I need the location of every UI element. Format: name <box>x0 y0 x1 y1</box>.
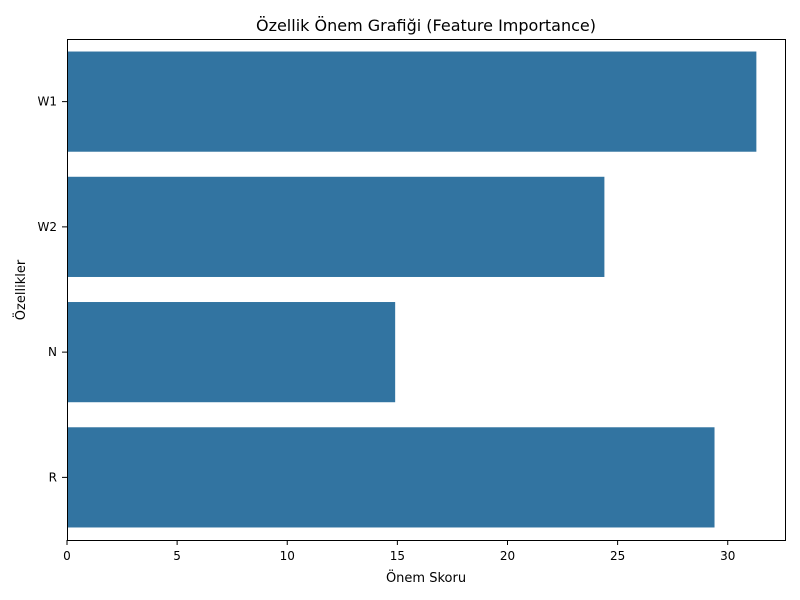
y-tick-label: W1 <box>38 95 58 109</box>
y-tick-label: R <box>49 470 57 484</box>
x-axis-ticks: 0 5 10 15 20 25 30 <box>63 540 735 563</box>
x-tick-label: 5 <box>173 549 181 563</box>
bar-w2 <box>67 176 605 277</box>
plot-frame <box>67 39 786 541</box>
bars-group <box>67 51 757 528</box>
y-tick-label: N <box>48 345 57 359</box>
y-axis-label: Özellikler <box>12 259 29 320</box>
bar-w1 <box>67 51 757 152</box>
x-tick-label: 15 <box>390 549 405 563</box>
chart-title: Özellik Önem Grafiği (Feature Importance… <box>256 16 596 35</box>
y-tick-label: W2 <box>38 220 58 234</box>
x-tick-label: 20 <box>500 549 515 563</box>
x-axis-label: Önem Skoru <box>386 569 466 586</box>
bar-r <box>67 427 715 528</box>
x-tick-label: 25 <box>610 549 625 563</box>
bar-n <box>67 302 396 403</box>
x-tick-label: 30 <box>720 549 735 563</box>
y-axis-ticks: W1 W2 N R <box>38 95 67 484</box>
x-tick-label: 10 <box>280 549 295 563</box>
x-tick-label: 0 <box>63 549 71 563</box>
